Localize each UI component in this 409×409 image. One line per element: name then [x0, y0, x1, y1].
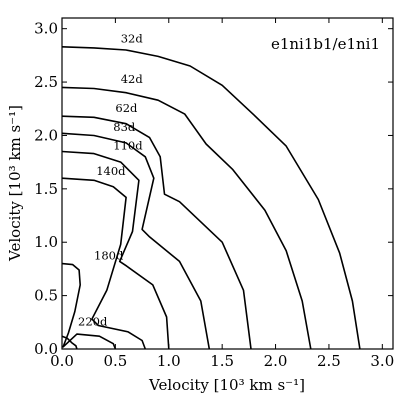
contour-line-83d: [61, 132, 211, 350]
x-tick-label: 0.0: [50, 352, 74, 370]
y-axis-label: Velocity [10³ km s⁻¹]: [6, 105, 24, 262]
contour-line-220d: [61, 335, 78, 350]
contour-label-140d: 140d: [96, 164, 126, 178]
contour-line-32d: [61, 46, 361, 350]
contour-line-42d: [61, 86, 312, 350]
y-tick-label: 2.0: [34, 126, 58, 144]
plot-frame: [61, 17, 394, 350]
y-tick-label: 1.0: [34, 233, 58, 251]
contour-label-180d: 180d: [94, 248, 124, 262]
contour-label-83d: 83d: [113, 120, 136, 134]
x-tick-label: 1.0: [157, 352, 181, 370]
y-axis-ticks: 0.0 0.5 1.0 1.5 2.0 2.5 3.0: [34, 20, 393, 358]
x-tick-label: 1.5: [210, 352, 234, 370]
y-tick-label: 1.5: [34, 180, 58, 198]
panel-annotation: e1ni1b1/e1ni1: [271, 35, 380, 53]
contour-lines: [61, 46, 361, 350]
contour-label-62d: 62d: [115, 101, 138, 115]
contour-label-110d: 110d: [113, 138, 143, 152]
contour-line-140d: [61, 177, 147, 350]
contour-label-32d: 32d: [121, 32, 144, 46]
y-tick-label: 0.0: [34, 340, 58, 358]
contour-line-180d: [61, 262, 117, 350]
contour-line-62d: [61, 115, 252, 350]
y-tick-label: 0.5: [34, 287, 58, 305]
x-axis-ticks: 0.0 0.5 1.0 1.5 2.0 2.5 3.0: [50, 18, 394, 370]
x-tick-label: 0.5: [103, 352, 127, 370]
contour-label-220d: 220d: [78, 315, 108, 329]
x-tick-label: 3.0: [370, 352, 394, 370]
y-tick-label: 3.0: [34, 20, 58, 38]
x-tick-label: 2.0: [264, 352, 288, 370]
contour-line-110d: [61, 150, 170, 350]
contour-label-42d: 42d: [121, 72, 144, 86]
x-tick-label: 2.5: [317, 352, 341, 370]
x-axis-label: Velocity [10³ km s⁻¹]: [148, 376, 305, 394]
contour-labels: 32d 42d 62d 83d 110d 140d 180d 220d: [78, 32, 143, 329]
y-tick-label: 2.5: [34, 73, 58, 91]
